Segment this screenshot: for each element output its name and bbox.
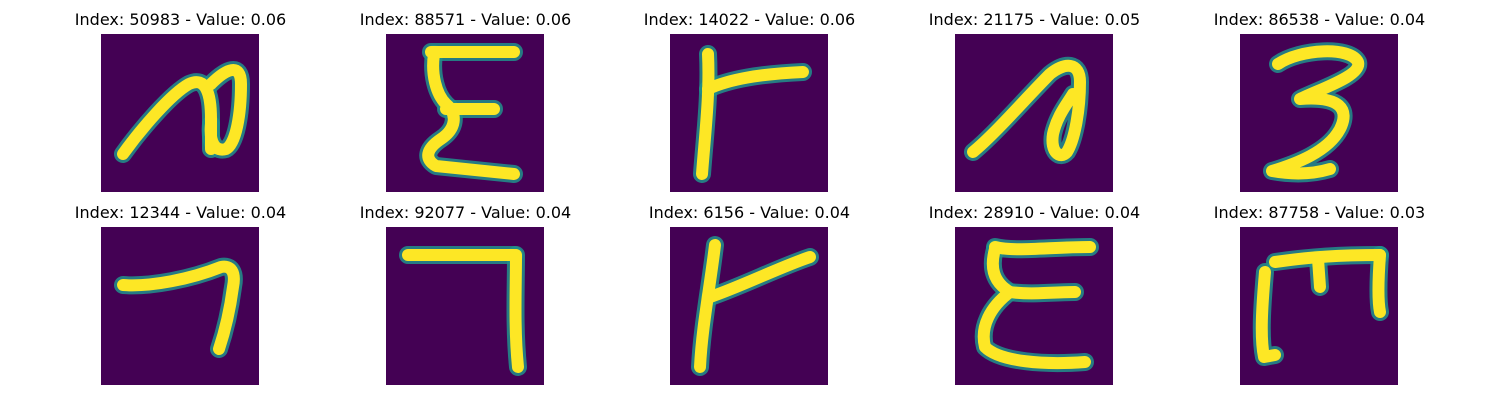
- panel-1-1: Index: 92077 - Value: 0.04: [323, 193, 608, 385]
- digit-svg: [386, 34, 544, 192]
- panel-0-0: Index: 50983 - Value: 0.06: [38, 0, 323, 192]
- glyph-stroke: [117, 76, 217, 160]
- panel-title: Index: 28910 - Value: 0.04: [928, 203, 1141, 222]
- glyph-stroke: [977, 286, 1091, 370]
- digit-image: [101, 227, 259, 385]
- panel-title: Index: 12344 - Value: 0.04: [74, 203, 287, 222]
- digit-svg: [670, 227, 828, 385]
- digit-image: [1240, 227, 1398, 385]
- digit-svg: [1240, 227, 1398, 385]
- digit-image: [955, 227, 1113, 385]
- glyph-stroke: [989, 241, 1096, 256]
- digit-svg: [955, 34, 1113, 192]
- digit-svg: [101, 34, 259, 192]
- panel-1-4: Index: 87758 - Value: 0.03: [1177, 193, 1462, 385]
- glyph-stroke: [1269, 249, 1386, 268]
- glyph-stroke: [704, 251, 816, 303]
- digit-image: [670, 227, 828, 385]
- panel-0-1: Index: 88571 - Value: 0.06: [323, 0, 608, 192]
- digit-svg: [670, 34, 828, 192]
- panel-title: Index: 87758 - Value: 0.03: [1213, 203, 1426, 222]
- glyph-stroke: [117, 260, 240, 355]
- panel-1-0: Index: 12344 - Value: 0.04: [38, 193, 323, 385]
- panel-0-2: Index: 14022 - Value: 0.06: [607, 0, 892, 192]
- glyph-stroke: [694, 239, 721, 373]
- panel-title: Index: 92077 - Value: 0.04: [359, 203, 572, 222]
- glyph-stroke: [696, 48, 715, 180]
- digit-svg: [955, 227, 1113, 385]
- digit-image: [386, 34, 544, 192]
- glyph-stroke: [967, 59, 1086, 161]
- digit-image: [386, 227, 544, 385]
- glyph-stroke: [1266, 45, 1364, 180]
- panel-0-4: Index: 86538 - Value: 0.04: [1177, 0, 1462, 192]
- panel-title: Index: 6156 - Value: 0.04: [648, 203, 851, 222]
- glyph-stroke: [1255, 266, 1281, 363]
- digit-image: [1240, 34, 1398, 192]
- glyph-stroke: [1312, 253, 1326, 293]
- panel-title: Index: 50983 - Value: 0.06: [74, 10, 287, 29]
- panel-title: Index: 14022 - Value: 0.06: [643, 10, 856, 29]
- digit-image: [955, 34, 1113, 192]
- glyph-stroke: [422, 48, 520, 180]
- digit-svg: [101, 227, 259, 385]
- panel-title: Index: 88571 - Value: 0.06: [359, 10, 572, 29]
- digit-svg: [1240, 34, 1398, 192]
- panel-1-3: Index: 28910 - Value: 0.04: [892, 193, 1177, 385]
- panel-title: Index: 21175 - Value: 0.05: [928, 10, 1141, 29]
- glyph-stroke: [204, 64, 247, 156]
- panel-1-2: Index: 6156 - Value: 0.04: [607, 193, 892, 385]
- digit-image: [101, 34, 259, 192]
- glyph-stroke: [1372, 249, 1386, 318]
- glyph-stroke: [702, 66, 809, 95]
- glyph-stroke: [509, 249, 524, 373]
- panel-title: Index: 86538 - Value: 0.04: [1213, 10, 1426, 29]
- digit-svg: [386, 227, 544, 385]
- panel-0-3: Index: 21175 - Value: 0.05: [892, 0, 1177, 192]
- digit-image: [670, 34, 828, 192]
